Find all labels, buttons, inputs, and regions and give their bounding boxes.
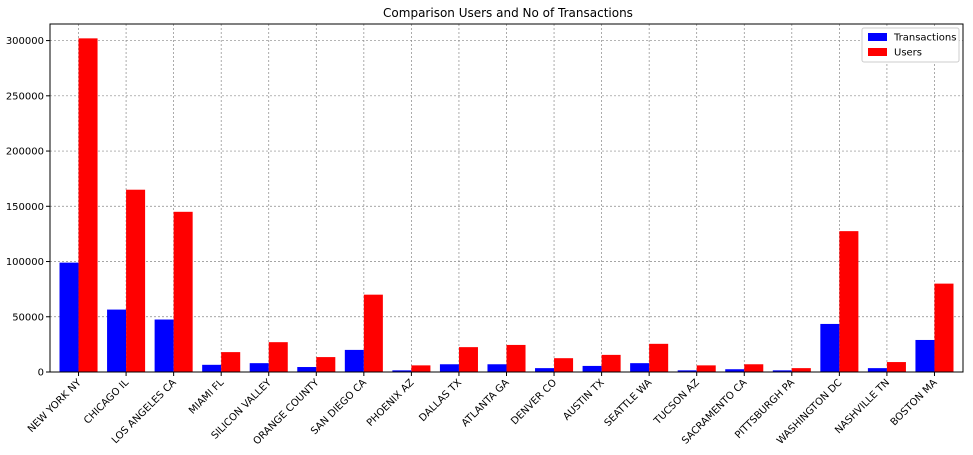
bars xyxy=(59,38,954,372)
bar-transactions-austin-tx xyxy=(582,365,602,372)
bar-transactions-atlanta-ga xyxy=(487,364,507,372)
bar-users-orange-county xyxy=(316,357,336,372)
bar-transactions-seattle-wa xyxy=(630,363,650,372)
x-tick-label: BOSTON MA xyxy=(889,377,940,428)
x-tick-label: PHOENIX AZ xyxy=(365,377,417,429)
bar-users-dallas-tx xyxy=(458,347,478,372)
x-tick-label: CHICAGO IL xyxy=(82,377,131,426)
bar-transactions-phoenix-az xyxy=(392,370,412,372)
legend-label-transactions: Transactions xyxy=(893,33,956,44)
x-tick-label: DALLAS TX xyxy=(417,377,464,424)
x-tick-label: ATLANTA GA xyxy=(460,377,512,429)
bar-transactions-orange-county xyxy=(297,367,317,372)
legend: Transactions Users xyxy=(861,27,960,63)
y-tick-label: 0 xyxy=(38,368,44,379)
bar-users-chicago-il xyxy=(126,189,146,372)
bar-users-pittsburgh-pa xyxy=(791,368,811,372)
x-tick-label: MIAMI FL xyxy=(187,377,227,417)
bar-transactions-dallas-tx xyxy=(439,364,459,372)
chart-title: Comparison Users and No of Transactions xyxy=(383,6,633,20)
bar-transactions-tucson-az xyxy=(677,370,697,372)
bar-transactions-boston-ma xyxy=(915,339,935,372)
bar-transactions-nashville-tn xyxy=(867,368,887,372)
bar-transactions-los-angeles-ca xyxy=(154,319,174,372)
bar-users-denver-co xyxy=(554,358,574,372)
legend-label-users: Users xyxy=(894,48,922,59)
y-tick-label: 150000 xyxy=(6,202,44,213)
bar-users-miami-fl xyxy=(221,352,241,372)
bar-transactions-sacramento-ca xyxy=(725,369,745,372)
y-tick-label: 200000 xyxy=(6,147,44,158)
bar-transactions-silicon-valley xyxy=(249,363,269,372)
y-tick-label: 50000 xyxy=(12,312,44,323)
bar-users-seattle-wa xyxy=(649,343,669,372)
bar-transactions-san-diego-ca xyxy=(344,349,364,372)
bar-users-phoenix-az xyxy=(411,365,431,372)
bar-transactions-denver-co xyxy=(535,368,555,372)
y-tick-label: 300000 xyxy=(6,36,44,47)
bar-users-washington-dc xyxy=(839,231,859,372)
x-tick-label: AUSTIN TX xyxy=(561,377,606,422)
bar-transactions-chicago-il xyxy=(107,309,127,372)
bar-users-austin-tx xyxy=(601,354,621,372)
bar-users-new-york-ny xyxy=(78,38,98,372)
bar-users-nashville-tn xyxy=(886,362,906,372)
bar-transactions-pittsburgh-pa xyxy=(772,370,792,372)
x-tick-label: DENVER CO xyxy=(509,377,559,427)
x-tick-label: NEW YORK NY xyxy=(26,377,84,435)
bar-transactions-washington-dc xyxy=(820,323,840,372)
bar-transactions-new-york-ny xyxy=(59,262,79,372)
bar-users-tucson-az xyxy=(696,365,716,372)
bar-users-silicon-valley xyxy=(268,342,288,372)
y-tick-label: 250000 xyxy=(6,91,44,102)
bar-transactions-miami-fl xyxy=(202,364,222,372)
x-tick-label: TUCSON AZ xyxy=(652,377,702,427)
legend-swatch-transactions xyxy=(868,33,887,41)
bar-users-sacramento-ca xyxy=(744,364,764,372)
bar-users-san-diego-ca xyxy=(363,294,383,372)
y-tick-label: 100000 xyxy=(6,257,44,268)
bar-users-atlanta-ga xyxy=(506,344,526,372)
legend-swatch-users xyxy=(868,48,887,56)
y-axis: 0 50000 100000 150000 200000 250000 300000 xyxy=(6,36,50,379)
x-tick-label: SEATTLE WA xyxy=(603,377,655,429)
bar-users-boston-ma xyxy=(934,283,954,372)
bar-users-los-angeles-ca xyxy=(173,211,193,372)
